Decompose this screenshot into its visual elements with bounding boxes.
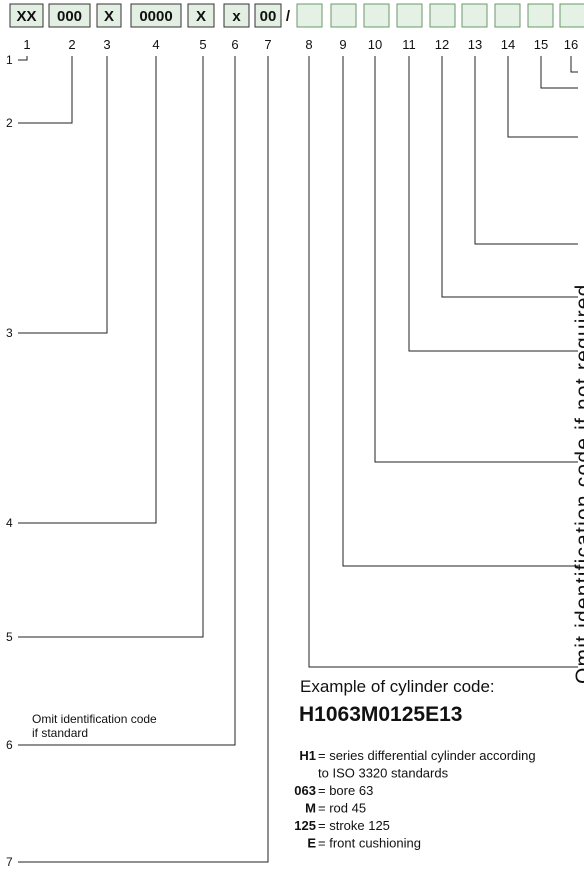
code-box-text: x (232, 8, 241, 25)
example-code: H1063M0125E13 (299, 703, 462, 726)
empty-box (429, 3, 456, 28)
position-number: 6 (231, 37, 238, 52)
connector (18, 56, 108, 334)
connector (308, 56, 578, 668)
empty-box (494, 3, 521, 28)
connector (408, 56, 578, 352)
legend-text: = stroke 125 (318, 818, 390, 833)
position-number: 1 (23, 37, 30, 52)
left-note: Omit identification code (32, 712, 157, 726)
connector (570, 56, 578, 73)
right-note: Omit identification code if not required (572, 283, 584, 684)
legend-key: 125 (294, 818, 316, 833)
left-label: 5 (6, 630, 13, 644)
connector (18, 56, 269, 863)
connector (18, 56, 28, 61)
code-box (254, 3, 282, 28)
empty-box (330, 3, 357, 28)
connector (374, 56, 578, 463)
connector (441, 56, 578, 298)
connector (18, 56, 204, 638)
left-note: if standard (32, 726, 88, 740)
code-box (9, 3, 44, 28)
position-number: 12 (435, 37, 449, 52)
legend-text: = rod 45 (318, 801, 366, 816)
code-box-text: 00 (260, 8, 277, 25)
connector (474, 56, 578, 245)
code-box-text: XX (16, 8, 36, 25)
code-box (130, 3, 182, 28)
position-number: 10 (368, 37, 382, 52)
connector (342, 56, 578, 567)
connector (18, 56, 236, 746)
left-label: 6 (6, 738, 13, 752)
code-box-text: X (104, 8, 114, 25)
left-label: 3 (6, 326, 13, 340)
position-number: 15 (534, 37, 548, 52)
left-label: 2 (6, 116, 13, 130)
legend-key: H1 (299, 748, 316, 763)
legend-text: to ISO 3320 standards (318, 766, 449, 781)
connector (540, 56, 578, 89)
example-heading: Example of cylinder code: (300, 677, 495, 696)
empty-box (527, 3, 554, 28)
legend-key: 063 (294, 783, 316, 798)
left-label: 7 (6, 855, 13, 869)
position-number: 8 (305, 37, 312, 52)
code-box-text: 000 (57, 8, 82, 25)
code-box (223, 3, 250, 28)
legend-text: = bore 63 (318, 783, 373, 798)
code-box-text: 0000 (139, 8, 172, 25)
separator: / (286, 8, 291, 25)
position-number: 7 (264, 37, 271, 52)
position-number: 4 (152, 37, 159, 52)
left-label: 1 (6, 53, 13, 67)
empty-box (396, 3, 423, 28)
position-number: 9 (339, 37, 346, 52)
code-box-text: X (196, 8, 206, 25)
connector (507, 56, 578, 138)
position-number: 16 (564, 37, 578, 52)
position-number: 11 (402, 37, 416, 52)
empty-box (559, 3, 584, 28)
legend-text: = front cushioning (318, 836, 421, 851)
legend-text: = series differential cylinder according (318, 748, 536, 763)
position-number: 3 (103, 37, 110, 52)
empty-box (296, 3, 323, 28)
position-number: 5 (199, 37, 206, 52)
code-box (96, 3, 122, 28)
connector (18, 56, 73, 124)
empty-box (363, 3, 390, 28)
position-number: 13 (468, 37, 482, 52)
code-box (48, 3, 91, 28)
connector (18, 56, 157, 524)
position-number: 14 (501, 37, 515, 52)
code-box (187, 3, 215, 28)
empty-box (461, 3, 488, 28)
legend-key: E (307, 836, 316, 851)
position-number: 2 (68, 37, 75, 52)
legend-key: M (305, 801, 316, 816)
left-label: 4 (6, 516, 13, 530)
